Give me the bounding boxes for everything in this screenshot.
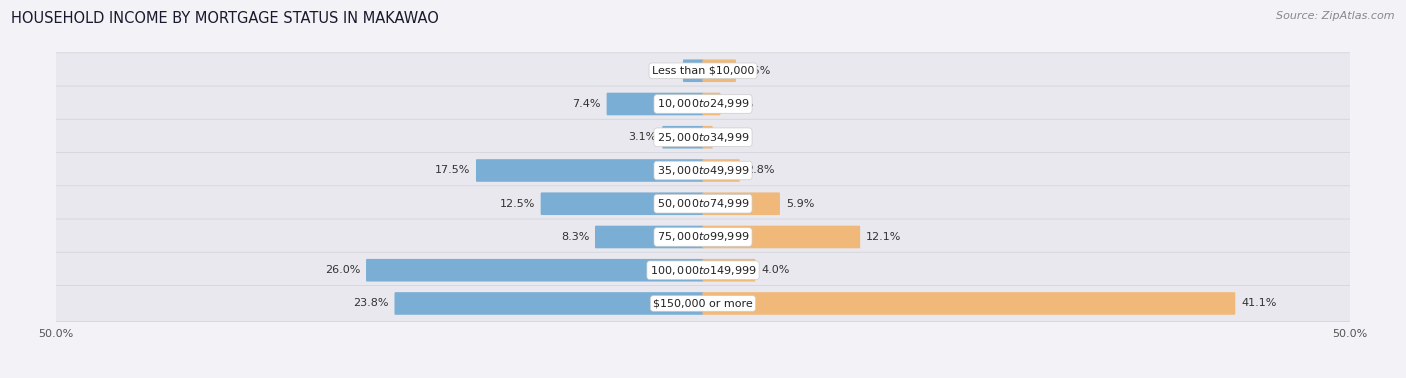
Text: 3.1%: 3.1% [628,132,657,142]
FancyBboxPatch shape [48,119,1358,155]
FancyBboxPatch shape [703,126,713,149]
Text: 17.5%: 17.5% [434,166,470,175]
Text: $150,000 or more: $150,000 or more [654,299,752,308]
Text: $50,000 to $74,999: $50,000 to $74,999 [657,197,749,210]
Text: 12.5%: 12.5% [499,199,534,209]
FancyBboxPatch shape [48,285,1358,321]
Text: $100,000 to $149,999: $100,000 to $149,999 [650,264,756,277]
FancyBboxPatch shape [703,159,740,182]
FancyBboxPatch shape [48,86,1358,122]
FancyBboxPatch shape [48,252,1358,288]
FancyBboxPatch shape [662,126,703,149]
Text: $10,000 to $24,999: $10,000 to $24,999 [657,98,749,110]
Text: Less than $10,000: Less than $10,000 [652,66,754,76]
FancyBboxPatch shape [366,259,703,282]
Text: $35,000 to $49,999: $35,000 to $49,999 [657,164,749,177]
FancyBboxPatch shape [541,192,703,215]
Text: 12.1%: 12.1% [866,232,901,242]
FancyBboxPatch shape [703,59,735,82]
Text: 0.7%: 0.7% [718,132,747,142]
FancyBboxPatch shape [703,226,860,248]
Text: $75,000 to $99,999: $75,000 to $99,999 [657,231,749,243]
Text: 1.5%: 1.5% [650,66,678,76]
Text: 41.1%: 41.1% [1241,299,1277,308]
FancyBboxPatch shape [683,59,703,82]
FancyBboxPatch shape [48,153,1358,189]
Text: 2.8%: 2.8% [745,166,775,175]
FancyBboxPatch shape [48,53,1358,89]
FancyBboxPatch shape [48,219,1358,255]
FancyBboxPatch shape [606,93,703,115]
Text: 1.3%: 1.3% [727,99,755,109]
FancyBboxPatch shape [703,93,720,115]
FancyBboxPatch shape [595,226,703,248]
Text: Source: ZipAtlas.com: Source: ZipAtlas.com [1277,11,1395,21]
FancyBboxPatch shape [477,159,703,182]
Text: 4.0%: 4.0% [761,265,790,275]
FancyBboxPatch shape [395,292,703,315]
FancyBboxPatch shape [703,192,780,215]
Text: 23.8%: 23.8% [353,299,388,308]
Text: 8.3%: 8.3% [561,232,589,242]
Text: 5.9%: 5.9% [786,199,814,209]
FancyBboxPatch shape [48,186,1358,222]
Text: 26.0%: 26.0% [325,265,360,275]
Text: $25,000 to $34,999: $25,000 to $34,999 [657,131,749,144]
FancyBboxPatch shape [703,292,1236,315]
Text: HOUSEHOLD INCOME BY MORTGAGE STATUS IN MAKAWAO: HOUSEHOLD INCOME BY MORTGAGE STATUS IN M… [11,11,439,26]
FancyBboxPatch shape [703,259,755,282]
Text: 2.5%: 2.5% [742,66,770,76]
Text: 7.4%: 7.4% [572,99,600,109]
